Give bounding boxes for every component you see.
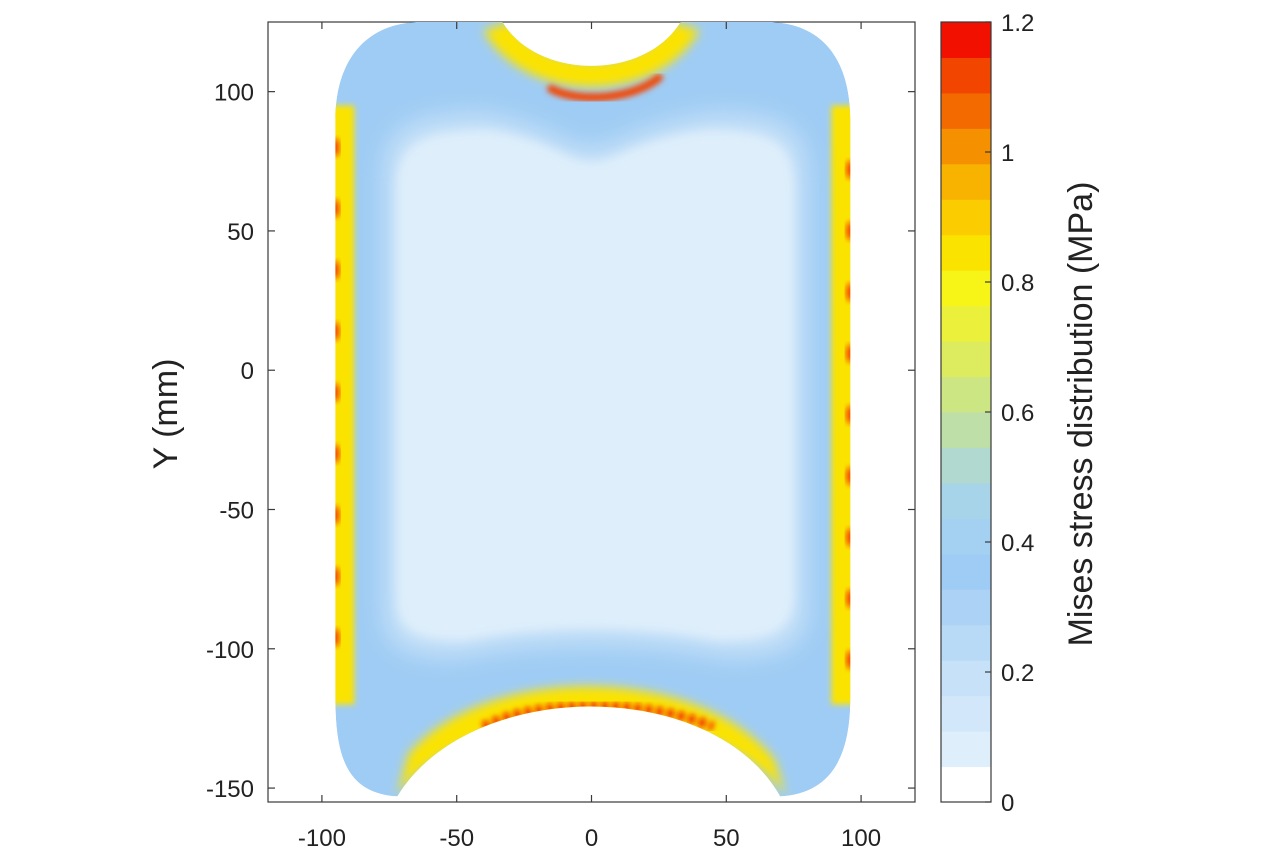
edge-peak (846, 344, 851, 363)
edge-peak (335, 322, 340, 341)
x-tick-label: 0 (585, 825, 598, 852)
top-notch-peak (547, 73, 663, 102)
edge-peak (335, 628, 340, 647)
colorbar-tick-label: 1.2 (1001, 10, 1034, 37)
bottom-arc-band (397, 686, 786, 797)
x-tick-label: 50 (713, 825, 740, 852)
colorbar-tick-label: 0.4 (1001, 530, 1034, 557)
colorbar-tick-label: 0 (1001, 790, 1014, 817)
colorbar-swatch (941, 412, 991, 448)
colorbar-ticks: 0 0.2 0.4 0.6 0.8 1 1.2 (985, 10, 1034, 817)
colorbar-swatch (941, 518, 991, 555)
x-tick-label: -50 (439, 825, 474, 852)
y-axis-label: Y (mm) (147, 359, 185, 470)
x-tick-label: 100 (841, 825, 881, 852)
edge-peak (846, 221, 851, 240)
edge-peak (335, 506, 340, 525)
top-notch-band (483, 22, 700, 87)
right-edge-band (831, 105, 851, 705)
y-tick-label: -100 (206, 637, 254, 664)
colorbar (940, 21, 992, 803)
edge-peak (846, 528, 851, 547)
colorbar-swatch (941, 305, 991, 342)
colorbar-swatch (941, 376, 991, 413)
edge-peak (846, 589, 851, 608)
colorbar-swatch (941, 57, 991, 94)
colorbar-swatch (941, 660, 991, 697)
edge-peak (846, 405, 851, 424)
colorbar-swatch (941, 163, 991, 200)
edge-peak (846, 283, 851, 302)
edge-peak (335, 383, 340, 402)
colorbar-swatch (941, 553, 991, 590)
x-tick-label: -100 (298, 825, 346, 852)
edge-peak (335, 260, 340, 279)
edge-peak (335, 199, 340, 218)
colorbar-swatch (941, 589, 991, 626)
y-tick-label: 0 (241, 358, 254, 385)
edge-peak (846, 650, 851, 669)
colorbar-swatch (941, 482, 991, 519)
colorbar-swatch (941, 270, 991, 307)
interior-low-stress (396, 130, 795, 641)
y-tick-label: -150 (206, 776, 254, 803)
colorbar-swatch (941, 731, 991, 768)
x-axis: -100 -50 0 50 100 (298, 22, 881, 852)
colorbar-label: Mises stress distribution (MPa) (1062, 182, 1100, 647)
colorbar-swatch (941, 766, 991, 803)
edge-peak (335, 444, 340, 463)
edge-peak (335, 138, 340, 157)
colorbar-swatch (941, 234, 991, 271)
stress-field (335, 22, 851, 797)
y-tick-label: -50 (219, 498, 254, 525)
colorbar-tick-label: 0.6 (1001, 400, 1034, 427)
y-axis: -150 -100 -50 0 50 100 (206, 80, 915, 803)
colorbar-swatch (941, 695, 991, 732)
bottom-arc-peak (481, 701, 715, 731)
edge-peak (846, 160, 851, 179)
y-tick-label: 50 (227, 219, 254, 246)
colorbar-swatch (941, 624, 991, 661)
colorbar-swatch (941, 447, 991, 484)
colorbar-tick-label: 1 (1001, 140, 1014, 167)
colorbar-tick-label: 0.8 (1001, 270, 1034, 297)
colorbar-swatch (941, 22, 991, 58)
colorbar-swatch (941, 341, 991, 378)
y-tick-label: 100 (214, 80, 254, 107)
colorbar-tick-label: 0.2 (1001, 660, 1034, 687)
colorbar-swatch (941, 92, 991, 129)
edge-peak (846, 467, 851, 486)
colorbar-swatch (941, 128, 991, 165)
left-edge-band (335, 105, 355, 705)
edge-peak (335, 567, 340, 586)
colorbar-swatch (941, 199, 991, 236)
